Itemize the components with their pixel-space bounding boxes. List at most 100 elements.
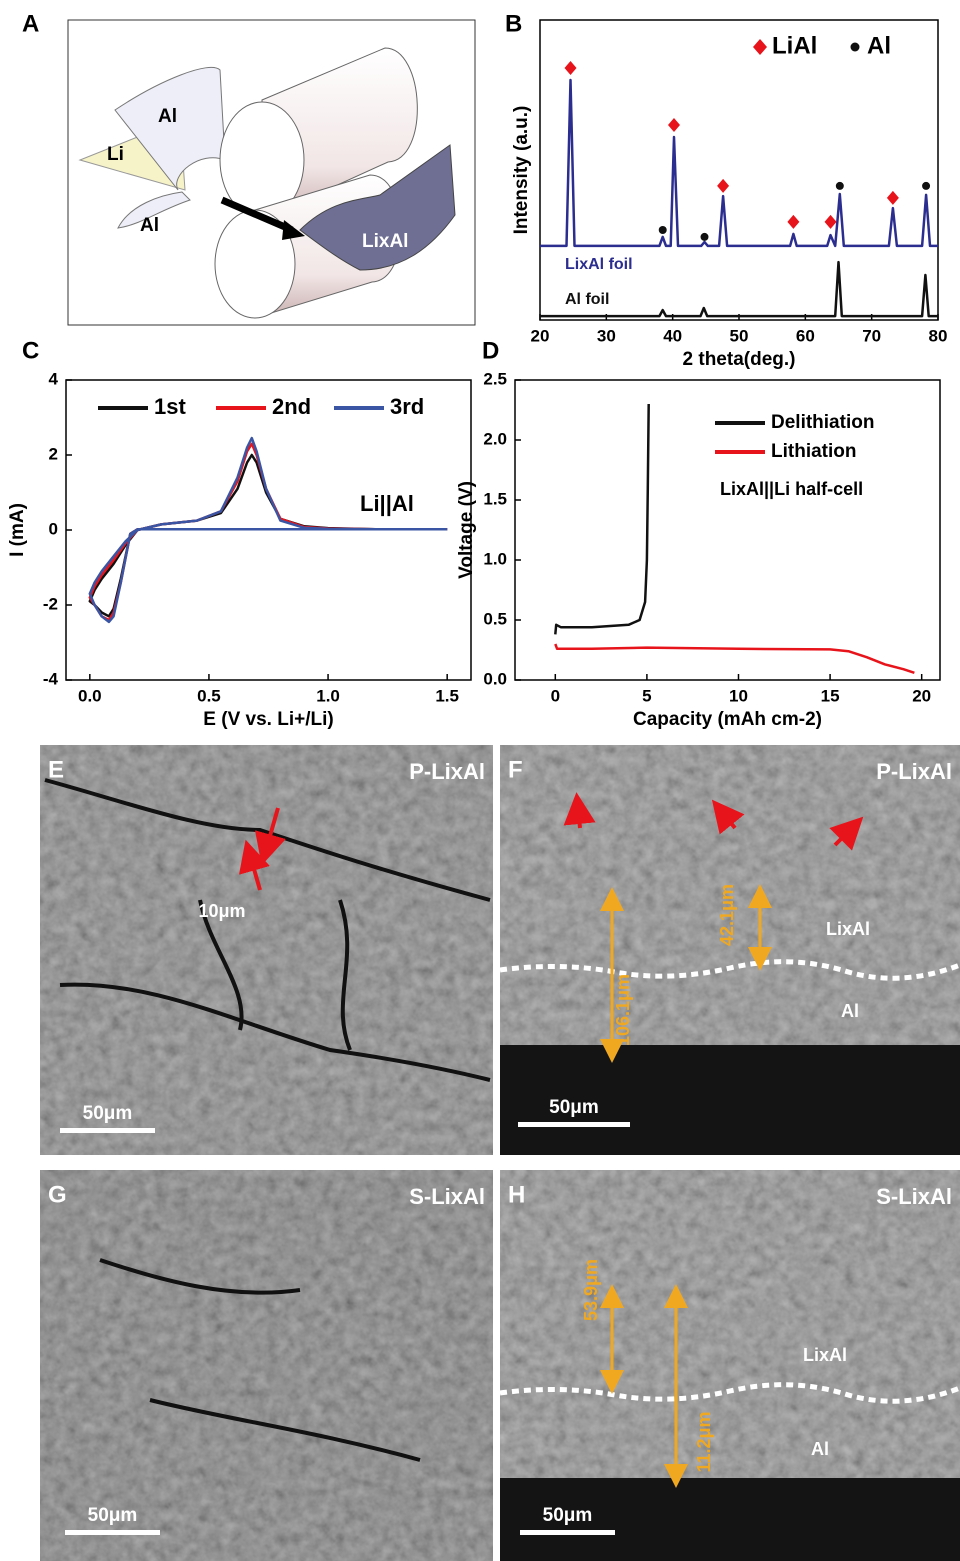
x-tick-label: 40 <box>663 326 682 345</box>
sem-image: G S-LixAl 50μm <box>40 1170 493 1561</box>
annotation: 42.1μm <box>717 884 737 946</box>
annotation: LixAl <box>826 919 870 939</box>
y-tick-label: 2.5 <box>483 369 507 388</box>
sample-label: S-LixAl <box>409 1184 485 1209</box>
dot-marker <box>701 233 709 241</box>
x-tick-label: 1.5 <box>435 686 459 705</box>
scale-bar <box>60 1128 155 1133</box>
legend-label: Lithiation <box>771 441 856 462</box>
y-tick-label: 0 <box>49 519 58 538</box>
annotation: Al <box>811 1439 829 1459</box>
x-tick-label: 60 <box>796 326 815 345</box>
image-texture <box>40 1170 493 1561</box>
red-arrow <box>578 808 580 828</box>
legend-label: 3rd <box>390 394 424 419</box>
legend-label: LiAl <box>772 32 817 59</box>
x-tick-label: 0 <box>551 686 560 705</box>
x-tick-label: 80 <box>929 326 948 345</box>
panel-label: A <box>22 10 39 37</box>
y-tick-label: 0.0 <box>483 669 507 688</box>
annotation: 10μm <box>198 901 245 921</box>
label-li: Li <box>107 144 124 165</box>
dot-marker <box>922 182 930 190</box>
x-tick-label: 1.0 <box>316 686 340 705</box>
panel-label: E <box>48 756 64 783</box>
x-tick-label: 0.5 <box>197 686 221 705</box>
sem-image: H S-LixAl 53.9μm LixAl 11.2μm Al 50μm <box>500 1170 960 1561</box>
scale-bar-label: 50μm <box>88 1505 138 1526</box>
annotation: 106.1μm <box>613 974 633 1046</box>
legend-label: 2nd <box>272 394 311 419</box>
label-al: Al <box>158 106 177 127</box>
diamond-marker <box>825 215 837 229</box>
x-axis-label: Capacity (mAh cm-2) <box>633 709 822 730</box>
diamond-marker <box>787 215 799 229</box>
plot-frame <box>540 20 938 320</box>
y-tick-label: 2.0 <box>483 429 507 448</box>
x-tick-label: 10 <box>729 686 748 705</box>
data-line <box>90 438 447 622</box>
legend-label: Delithiation <box>771 412 874 433</box>
sem-image: F P-LixAl 42.1μm LixAl Al 106.1μm 50μm <box>500 745 960 1155</box>
x-tick-label: 5 <box>642 686 651 705</box>
scale-bar <box>520 1530 615 1535</box>
panel-a: A Al Li Al LixAl <box>22 10 475 325</box>
curve-label: LixAl foil <box>565 256 633 273</box>
sample-label: P-LixAl <box>409 759 485 784</box>
sample-label: P-LixAl <box>876 759 952 784</box>
label-lixal: LixAl <box>362 231 408 252</box>
annotation: LixAl <box>803 1345 847 1365</box>
image-texture <box>40 745 493 1155</box>
annotation: Li||Al <box>360 491 414 516</box>
x-tick-label: 70 <box>862 326 881 345</box>
y-axis-label: Voltage (V) <box>456 481 477 579</box>
panel-label: C <box>22 337 39 364</box>
data-line <box>90 455 447 616</box>
scale-bar <box>518 1122 630 1127</box>
data-line <box>540 80 938 246</box>
x-tick-label: 50 <box>730 326 749 345</box>
sample-label: S-LixAl <box>876 1184 952 1209</box>
panel-label: H <box>508 1181 525 1208</box>
panel-label: G <box>48 1181 67 1208</box>
diamond-marker <box>887 191 899 205</box>
y-axis-label: Intensity (a.u.) <box>511 106 532 235</box>
y-tick-label: 1.5 <box>483 489 507 508</box>
sem-image: E P-LixAl 10μm 50μm <box>40 745 493 1155</box>
y-tick-label: -2 <box>43 594 58 613</box>
y-tick-label: 1.0 <box>483 549 507 568</box>
legend-swatch <box>753 39 767 55</box>
dot-marker <box>836 182 844 190</box>
y-tick-label: -4 <box>43 669 59 688</box>
data-line <box>90 444 447 620</box>
x-tick-label: 30 <box>597 326 616 345</box>
panel-label: B <box>505 10 522 37</box>
x-tick-label: 0.0 <box>78 686 102 705</box>
legend-label: 1st <box>154 394 186 419</box>
dot-marker <box>659 226 667 234</box>
panel-label: D <box>482 337 499 364</box>
scale-bar-label: 50μm <box>83 1103 133 1124</box>
x-axis-label: E (V vs. Li+/Li) <box>203 709 333 730</box>
x-axis-label: 2 theta(deg.) <box>683 349 796 370</box>
panel-label: F <box>508 756 523 783</box>
annotation: 11.2μm <box>694 1411 714 1472</box>
legend-swatch <box>851 43 860 52</box>
scale-bar-label: 50μm <box>549 1097 599 1118</box>
diamond-marker <box>717 179 729 193</box>
annotation: 53.9μm <box>581 1259 601 1321</box>
curve-label: Al foil <box>565 291 609 308</box>
label-al: Al <box>140 215 159 236</box>
chart: B 20 30 40 50 60 70 80 2 theta(deg.) Intensity (a… <box>505 10 947 370</box>
data-line <box>555 644 914 673</box>
data-line <box>555 404 648 634</box>
y-tick-label: 4 <box>49 369 59 388</box>
y-tick-label: 0.5 <box>483 609 507 628</box>
x-tick-label: 15 <box>821 686 840 705</box>
diamond-marker <box>668 118 680 132</box>
x-tick-label: 20 <box>531 326 550 345</box>
scale-bar-label: 50μm <box>543 1505 593 1526</box>
annotation: Al <box>841 1001 859 1021</box>
